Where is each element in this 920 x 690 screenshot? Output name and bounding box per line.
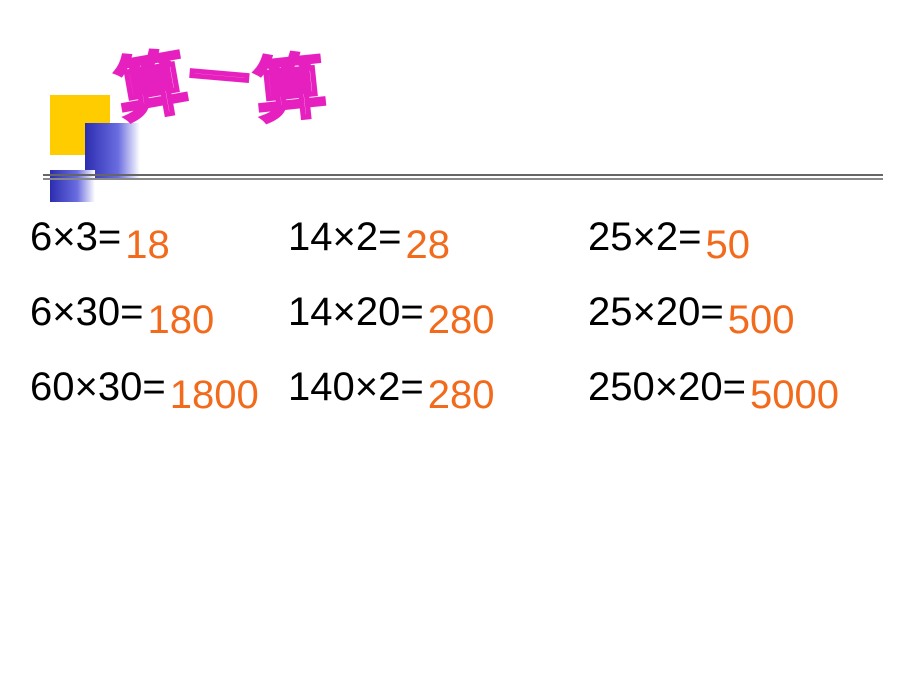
problem-cell: 250×20= 5000 (588, 365, 888, 410)
expression: 60×30= (30, 365, 166, 410)
problem-cell: 60×30= 1800 (30, 365, 288, 410)
problem-cell: 140×2= 280 (288, 365, 588, 410)
problem-cell: 14×2= 28 (288, 215, 588, 260)
expression: 25×20= (588, 290, 724, 335)
expression: 6×3= (30, 215, 121, 260)
answer: 1800 (170, 373, 259, 418)
problem-row-2: 6×30= 180 14×20= 280 25×20= 500 (30, 290, 900, 335)
title-char-3: 算 (250, 30, 330, 138)
slide-title: 算 一 算 (115, 25, 324, 126)
problem-row-1: 6×3= 18 14×2= 28 25×2= 50 (30, 215, 900, 260)
answer: 500 (728, 298, 795, 343)
title-char-1: 算 (108, 26, 194, 138)
problem-cell: 14×20= 280 (288, 290, 588, 335)
answer: 50 (705, 223, 750, 268)
title-char-2: 一 (186, 28, 253, 120)
expression: 25×2= (588, 215, 701, 260)
expression: 14×20= (288, 290, 424, 335)
problem-cell: 25×2= 50 (588, 215, 888, 260)
answer: 280 (428, 298, 495, 343)
answer: 180 (147, 298, 214, 343)
problem-cell: 6×3= 18 (30, 215, 288, 260)
answer: 5000 (750, 373, 839, 418)
problem-row-3: 60×30= 1800 140×2= 280 250×20= 5000 (30, 365, 900, 410)
problems-grid: 6×3= 18 14×2= 28 25×2= 50 6×30= 180 14×2… (30, 215, 900, 440)
problem-cell: 25×20= 500 (588, 290, 888, 335)
expression: 140×2= (288, 365, 424, 410)
answer: 18 (125, 223, 170, 268)
horizontal-rule (43, 174, 883, 180)
slide: 算 一 算 6×3= 18 14×2= 28 25×2= 50 6×30= 18… (0, 0, 920, 690)
answer: 28 (405, 223, 450, 268)
expression: 6×30= (30, 290, 143, 335)
expression: 14×2= (288, 215, 401, 260)
answer: 280 (428, 373, 495, 418)
problem-cell: 6×30= 180 (30, 290, 288, 335)
expression: 250×20= (588, 365, 746, 410)
